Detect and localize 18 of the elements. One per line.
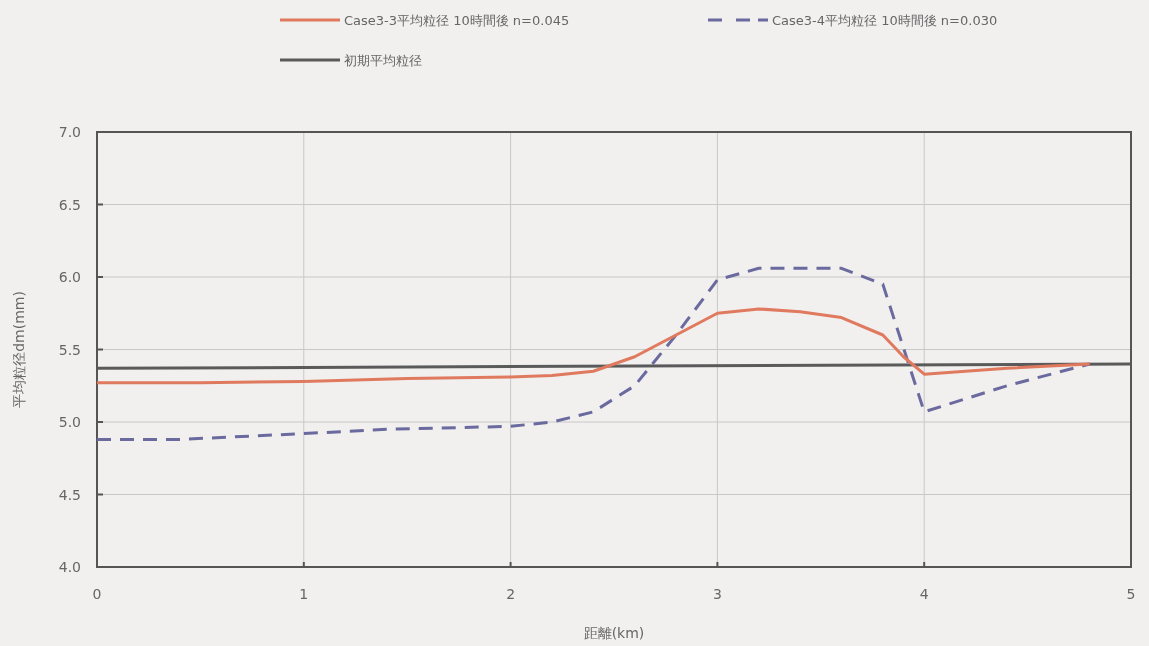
x-tick-label: 2 xyxy=(506,586,516,602)
y-tick-label: 5.0 xyxy=(58,414,81,430)
x-axis-title: 距離(km) xyxy=(583,625,645,641)
x-tick-label: 5 xyxy=(1126,586,1136,602)
y-axis-title: 平均粒径dm(mm) xyxy=(11,291,27,408)
y-tick-label: 5.5 xyxy=(58,341,81,358)
y-tick-label: 7.0 xyxy=(58,124,81,140)
y-tick-label: 6.5 xyxy=(58,196,81,213)
y-tick-label: 4.0 xyxy=(58,559,81,575)
x-tick-label: 1 xyxy=(299,586,309,602)
x-tick-label: 3 xyxy=(712,586,722,602)
x-tick-label: 0 xyxy=(92,586,102,602)
legend-label: Case3-4平均粒径 10時間後 n=0.030 xyxy=(772,13,998,28)
y-tick-label: 4.5 xyxy=(58,486,81,503)
legend-label: Case3-3平均粒径 10時間後 n=0.045 xyxy=(344,13,570,28)
legend-label: 初期平均粒径 xyxy=(344,53,422,68)
x-tick-label: 4 xyxy=(919,586,929,602)
y-tick-label: 6.0 xyxy=(58,269,81,285)
